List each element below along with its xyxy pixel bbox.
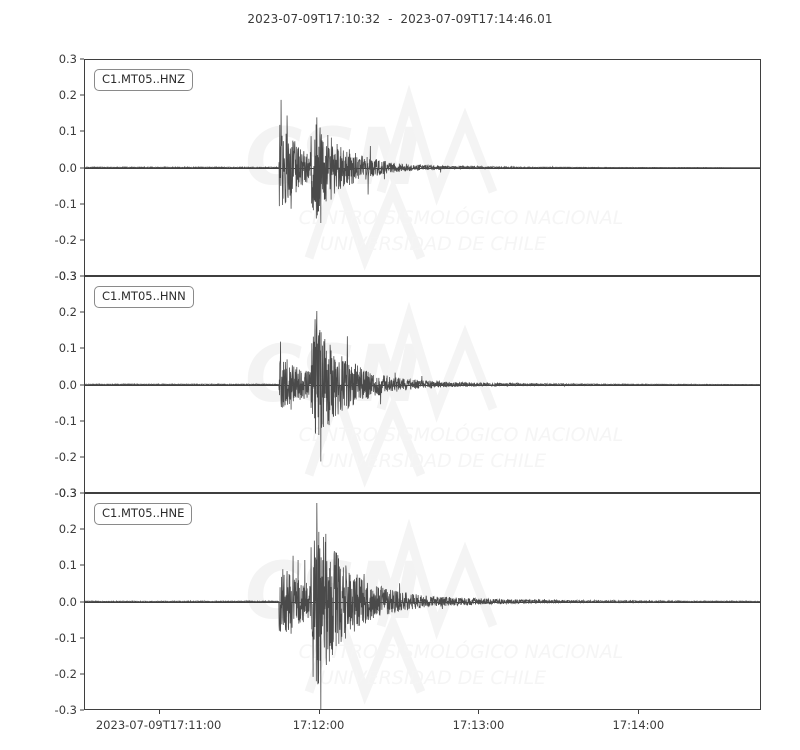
y-tick-label: -0.1 (54, 413, 77, 428)
y-tick-label: -0.3 (54, 703, 77, 717)
y-tick-mark (80, 347, 84, 349)
y-tick-mark (80, 58, 84, 60)
x-tick-label: 17:14:00 (612, 718, 665, 732)
channel-label-hnz[interactable]: C1.MT05..HNZ (94, 69, 194, 91)
y-tick-label: 0.1 (58, 558, 77, 573)
y-tick-label: 0.3 (58, 269, 77, 283)
y-tick-label: -0.1 (54, 196, 77, 211)
y-tick-label: 0.2 (58, 88, 77, 103)
y-tick-mark (80, 130, 84, 132)
y-tick-label: -0.2 (54, 232, 77, 247)
x-tick-mark (478, 710, 480, 714)
y-tick-label: 0.0 (58, 160, 77, 175)
y-tick-label: -0.2 (54, 666, 77, 681)
y-tick-mark (80, 637, 84, 639)
y-tick-mark (80, 167, 84, 168)
y-tick-label: 0.2 (58, 522, 77, 537)
y-tick-label: 0.3 (58, 486, 77, 500)
waveform-panel-hne[interactable]: CSN CENTRO SISMOLÓGICO NACIONAL UNIVERSI… (84, 493, 761, 710)
waveform-trace-hnn (85, 277, 760, 492)
y-tick-mark (80, 601, 84, 602)
y-tick-mark (80, 311, 84, 313)
y-tick-mark (80, 275, 84, 277)
x-tick-label: 17:12:00 (292, 718, 345, 732)
y-tick-mark (80, 94, 84, 96)
y-tick-label: 0.0 (58, 594, 77, 609)
waveform-panel-hnz[interactable]: CSN CENTRO SISMOLÓGICO NACIONAL UNIVERSI… (84, 59, 761, 276)
y-tick-mark (80, 203, 84, 205)
y-tick-label: 0.2 (58, 305, 77, 320)
y-tick-mark (80, 420, 84, 422)
axes-stack: CSN CENTRO SISMOLÓGICO NACIONAL UNIVERSI… (55, 52, 761, 717)
y-tick-mark (80, 528, 84, 530)
waveform-trace-hne (85, 494, 760, 709)
channel-label-hne[interactable]: C1.MT05..HNE (94, 503, 193, 525)
y-tick-mark (80, 456, 84, 458)
y-tick-label: 0.0 (58, 377, 77, 392)
y-tick-label: 0.1 (58, 341, 77, 356)
x-tick-label: 2023-07-09T17:11:00 (95, 718, 222, 732)
x-tick-mark (318, 710, 320, 714)
channel-label-hnn[interactable]: C1.MT05..HNN (94, 286, 194, 308)
y-tick-label: -0.1 (54, 630, 77, 645)
y-tick-label: 0.1 (58, 124, 77, 139)
x-tick-mark (638, 710, 640, 714)
y-tick-label: -0.3 (54, 486, 77, 500)
y-tick-mark (80, 239, 84, 241)
x-axis-ticks: 2023-07-09T17:11:00 17:12:00 17:13:00 17:14… (84, 710, 761, 750)
y-tick-mark (80, 709, 84, 711)
y-tick-mark (80, 564, 84, 566)
figure-title: 2023-07-09T17:10:32 - 2023-07-09T17:14:4… (247, 12, 553, 26)
waveform-panel-hnn[interactable]: CSN CENTRO SISMOLÓGICO NACIONAL UNIVERSI… (84, 276, 761, 493)
y-tick-mark (80, 384, 84, 385)
y-tick-mark (80, 492, 84, 494)
waveform-trace-hnz (85, 60, 760, 275)
x-tick-label: 17:13:00 (452, 718, 505, 732)
y-tick-label: -0.2 (54, 449, 77, 464)
y-tick-label: 0.3 (58, 52, 77, 66)
x-tick-mark (158, 710, 160, 714)
y-tick-mark (80, 673, 84, 675)
y-tick-label: -0.3 (54, 269, 77, 283)
